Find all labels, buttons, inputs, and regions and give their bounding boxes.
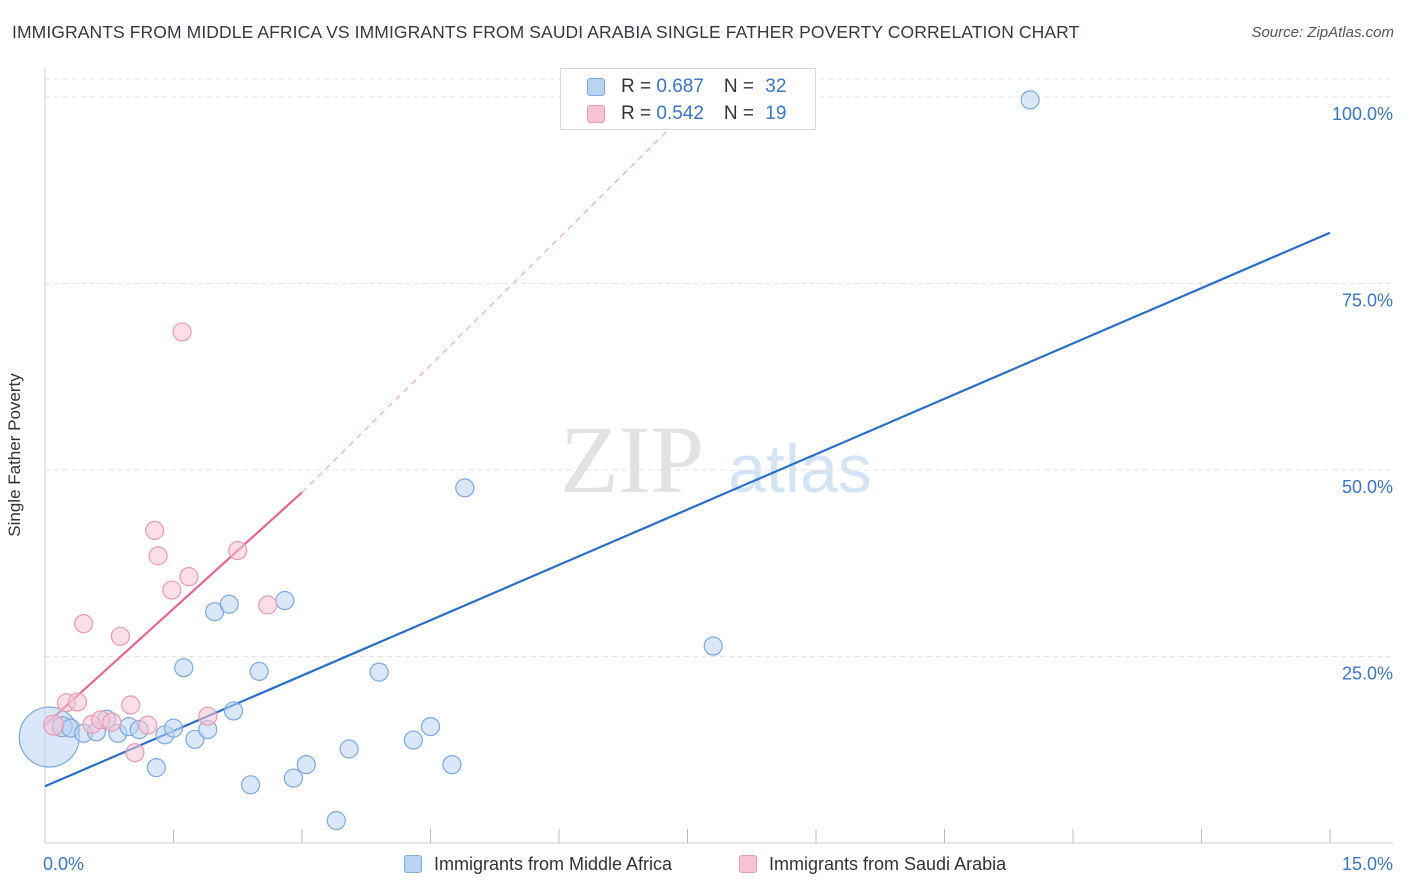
legend-n-label: N = — [723, 103, 760, 124]
y-tick-label: 25.0% — [1342, 663, 1393, 683]
point-middle-africa — [442, 755, 462, 775]
legend-r-label: R = — [621, 103, 657, 124]
tick-labels: 25.0% 50.0% 75.0% 100.0% 0.0% 15.0% — [43, 104, 1393, 874]
y-tick-label: 50.0% — [1342, 477, 1393, 497]
legend-r-label: R = — [621, 76, 657, 97]
point-middle-africa — [219, 594, 239, 614]
source-label: Source: ZipAtlas.com — [1251, 24, 1394, 41]
legend-r-value: 0.687 — [656, 76, 704, 97]
legend-item-label: Immigrants from Middle Africa — [434, 853, 673, 874]
point-middle-africa — [403, 730, 423, 750]
point-saudi-arabia — [162, 580, 182, 600]
x-tick-label: 15.0% — [1342, 854, 1393, 874]
point-saudi-arabia — [138, 715, 158, 735]
point-saudi-arabia — [125, 743, 145, 763]
legend-swatch-blue — [587, 78, 605, 96]
point-middle-africa — [223, 701, 244, 721]
legend-n-label: N = — [723, 76, 760, 97]
point-middle-africa — [146, 758, 166, 778]
point-middle-africa — [249, 661, 269, 682]
watermark: ZIP atlas — [560, 406, 872, 513]
point-middle-africa — [339, 739, 359, 759]
point-saudi-arabia — [145, 520, 165, 540]
point-middle-africa — [185, 729, 205, 749]
legend-n-value: 32 — [765, 76, 787, 97]
point-middle-africa — [703, 636, 723, 656]
point-middle-africa — [455, 478, 475, 498]
point-saudi-arabia — [102, 712, 122, 732]
legend-row-saudi-arabia: R = 0.542 N = 19 — [587, 102, 786, 126]
axes — [44, 68, 1393, 844]
watermark-zip: ZIP — [560, 406, 704, 513]
point-saudi-arabia — [110, 626, 130, 646]
point-middle-africa — [296, 755, 316, 775]
trend-line-saudi-arabia — [44, 491, 303, 726]
correlation-legend: R = 0.687 N = 32 R = 0.542 N = 19 — [560, 68, 816, 130]
point-middle-africa — [326, 811, 346, 831]
trend-lines — [44, 93, 1331, 788]
point-saudi-arabia — [198, 706, 218, 726]
point-middle-africa — [163, 718, 184, 738]
gridlines — [45, 78, 1393, 657]
point-middle-africa — [1020, 90, 1040, 110]
chart-title: IMMIGRANTS FROM MIDDLE AFRICA VS IMMIGRA… — [12, 22, 1080, 42]
legend-swatch-blue — [404, 855, 422, 873]
point-middle-africa — [275, 590, 295, 611]
point-middle-africa — [241, 775, 261, 795]
point-saudi-arabia — [67, 692, 88, 712]
point-saudi-arabia — [228, 540, 248, 561]
legend-item-middle-africa: Immigrants from Middle Africa — [404, 852, 672, 876]
legend-item-saudi-arabia: Immigrants from Saudi Arabia — [739, 852, 1006, 876]
legend-r-value: 0.542 — [656, 103, 704, 124]
point-saudi-arabia — [42, 714, 65, 736]
trend-line-middle-africa — [44, 231, 1331, 788]
y-tick-label: 75.0% — [1342, 290, 1393, 310]
y-tick-label: 100.0% — [1332, 104, 1393, 124]
legend-row-middle-africa: R = 0.687 N = 32 — [587, 75, 786, 99]
point-middle-africa — [369, 662, 389, 682]
point-middle-africa — [174, 658, 194, 678]
point-saudi-arabia — [148, 546, 168, 566]
legend-item-label: Immigrants from Saudi Arabia — [769, 853, 1007, 874]
point-saudi-arabia — [172, 322, 192, 342]
point-middle-africa — [420, 717, 441, 737]
watermark-atlas: atlas — [728, 431, 872, 507]
point-saudi-arabia — [121, 695, 141, 715]
y-axis-label: Single Father Poverty — [5, 373, 24, 537]
legend-swatch-pink — [739, 855, 757, 873]
legend-n-value: 19 — [765, 103, 787, 124]
point-saudi-arabia — [179, 567, 199, 587]
point-saudi-arabia — [258, 595, 278, 615]
point-middle-africa — [283, 768, 304, 788]
x-tick-label: 0.0% — [43, 854, 84, 874]
point-saudi-arabia — [73, 614, 94, 634]
legend-swatch-pink — [587, 105, 605, 123]
data-points — [18, 90, 1040, 831]
